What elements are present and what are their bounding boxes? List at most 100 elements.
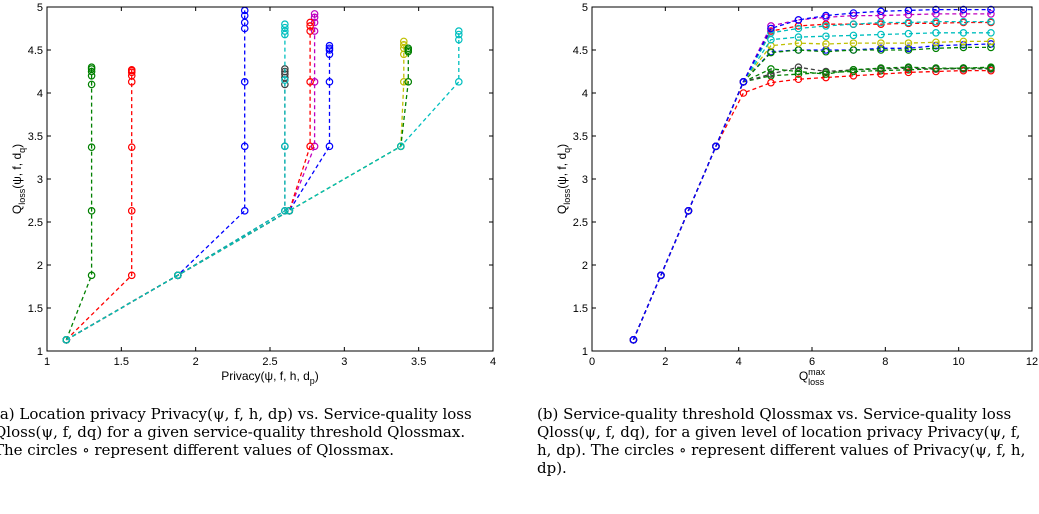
data-point xyxy=(240,78,249,86)
data-point xyxy=(399,78,408,86)
data-point xyxy=(932,64,940,72)
series-0 xyxy=(629,63,995,344)
data-point xyxy=(87,80,96,89)
data-point xyxy=(127,207,136,215)
x-tick-label: 8 xyxy=(882,356,888,368)
data-point xyxy=(767,78,775,87)
data-point xyxy=(240,11,249,20)
x-tick-label: 2 xyxy=(193,356,199,368)
series-line xyxy=(65,68,286,341)
data-point xyxy=(455,35,463,44)
series-line xyxy=(65,45,331,341)
caption-a: (a) Location privacy Privacy(ψ, f, h, dp… xyxy=(0,405,472,459)
series-line xyxy=(632,32,991,341)
data-point xyxy=(712,142,720,151)
data-point xyxy=(849,65,858,74)
data-point xyxy=(904,10,913,19)
data-point xyxy=(794,63,803,71)
series-line xyxy=(632,13,991,341)
y-axis-label: Qloss(ψ, f, dq) xyxy=(555,144,572,214)
series-line xyxy=(65,10,246,341)
series-6 xyxy=(62,18,314,344)
data-point xyxy=(959,17,968,26)
series-line xyxy=(65,69,133,341)
series-8 xyxy=(62,37,408,344)
data-point xyxy=(987,28,995,37)
chart-b: 0 2 4 6 8 10 12 1 1.5 2 2.5 3 3.5 4 4.5 5 Qmax loss Qloss(… xyxy=(555,2,1038,387)
data-point xyxy=(987,64,995,72)
series-line xyxy=(632,66,991,341)
x-tick-label: 10 xyxy=(953,356,965,368)
data-point xyxy=(404,44,413,53)
data-point xyxy=(684,207,693,215)
series-line xyxy=(65,48,409,341)
data-point xyxy=(849,11,858,20)
data-point xyxy=(174,271,182,280)
series-4 xyxy=(62,20,289,344)
data-point xyxy=(959,64,968,72)
series-line xyxy=(632,21,991,341)
data-point xyxy=(629,336,638,344)
y-tick-label: 2.5 xyxy=(28,217,43,229)
x-tick-label: 12 xyxy=(1026,356,1038,368)
series-1 xyxy=(629,66,995,344)
data-point xyxy=(932,5,940,14)
data-point xyxy=(932,17,940,26)
data-point xyxy=(281,67,289,76)
y-tick-label: 4 xyxy=(37,88,43,100)
data-point xyxy=(767,70,775,78)
data-point xyxy=(310,10,319,18)
data-point xyxy=(310,27,319,35)
series-line xyxy=(65,13,316,341)
y-tick-label: 3.5 xyxy=(28,131,43,143)
y-tick-label: 2.5 xyxy=(573,217,588,229)
data-point xyxy=(306,142,314,151)
series-line xyxy=(65,24,286,341)
data-point xyxy=(404,78,413,86)
data-point xyxy=(794,75,803,84)
y-axis-label: Qloss(ψ, f, dq) xyxy=(10,144,27,214)
data-point xyxy=(822,40,830,48)
data-point xyxy=(325,41,334,50)
series-line xyxy=(632,43,991,341)
data-point xyxy=(849,31,858,40)
series-3 xyxy=(629,63,995,344)
x-tick-label: 4 xyxy=(490,356,496,368)
data-point xyxy=(767,65,775,73)
x-tick-label: 0 xyxy=(589,356,595,368)
data-point xyxy=(904,29,913,38)
series-7 xyxy=(62,41,334,344)
data-point xyxy=(127,143,136,151)
y-tick-label: 5 xyxy=(582,2,588,14)
series-line xyxy=(632,8,991,341)
series-3 xyxy=(62,65,289,344)
data-point xyxy=(849,39,858,47)
series-2 xyxy=(629,63,995,344)
data-point xyxy=(987,17,995,26)
data-point xyxy=(657,271,665,280)
series-7 xyxy=(629,28,995,344)
x-tick-label: 2 xyxy=(662,356,668,368)
x-axis-label: Qmax loss xyxy=(799,367,826,387)
data-point xyxy=(959,37,968,46)
data-point xyxy=(904,39,913,47)
x-tick-label: 1 xyxy=(44,356,50,368)
series-5 xyxy=(62,10,319,344)
data-point xyxy=(87,67,96,76)
data-point xyxy=(62,336,71,344)
data-point xyxy=(310,13,319,22)
data-point xyxy=(987,40,995,48)
series-11 xyxy=(629,5,995,344)
series-line xyxy=(632,66,991,341)
data-point xyxy=(306,27,314,35)
y-tick-label: 1 xyxy=(37,346,43,358)
data-point xyxy=(877,64,885,72)
data-point xyxy=(877,39,885,47)
data-point xyxy=(767,24,775,33)
y-tick-label: 1 xyxy=(582,346,588,358)
series-line xyxy=(632,69,991,341)
y-tick-label: 4.5 xyxy=(28,45,43,57)
y-tick-label: 4.5 xyxy=(573,45,588,57)
x-tick-label: 6 xyxy=(809,356,815,368)
